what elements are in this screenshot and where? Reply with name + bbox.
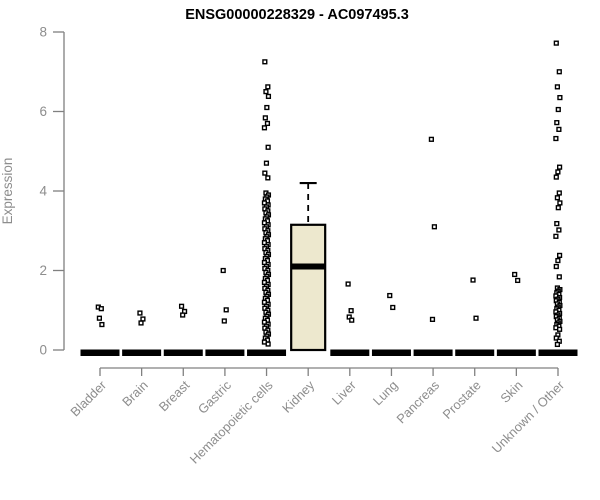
- data-point: [557, 200, 563, 206]
- x-tick-label: Skin: [497, 378, 525, 406]
- zero-expression-bar: [80, 349, 120, 356]
- data-point: [223, 307, 229, 313]
- data-point: [265, 84, 271, 90]
- data-point: [557, 94, 563, 101]
- data-point: [512, 271, 518, 278]
- data-point: [470, 277, 476, 283]
- data-point: [137, 310, 143, 316]
- x-tick-label: Gastric: [195, 377, 235, 417]
- y-axis-label: Expression: [0, 158, 15, 225]
- x-tick-label: Brain: [119, 378, 151, 410]
- data-point: [349, 317, 355, 323]
- data-point: [556, 190, 562, 196]
- data-point: [556, 274, 562, 280]
- x-tick-label: Unknown / Other: [489, 377, 568, 456]
- data-point: [515, 277, 521, 284]
- data-point: [556, 252, 563, 258]
- data-point: [265, 93, 272, 99]
- data-point: [554, 120, 560, 126]
- zero-expression-bar: [122, 349, 162, 356]
- data-point: [553, 174, 559, 180]
- data-point: [99, 321, 105, 328]
- data-point: [556, 227, 562, 233]
- data-point: [265, 175, 271, 181]
- zero-expression-bar: [413, 349, 453, 356]
- data-point: [265, 341, 271, 347]
- data-point: [264, 104, 270, 111]
- x-tick-label: Liver: [329, 377, 360, 408]
- zero-expression-bar: [205, 349, 245, 356]
- zero-expression-bar: [496, 349, 536, 356]
- data-point: [556, 69, 562, 75]
- data-point: [180, 312, 186, 318]
- data-point: [554, 220, 560, 227]
- data-point: [555, 106, 561, 113]
- data-point: [348, 308, 354, 314]
- x-tick-label: Prostate: [440, 378, 484, 422]
- y-tick-label: 4: [39, 184, 47, 199]
- data-point: [265, 144, 271, 150]
- data-point: [390, 304, 396, 311]
- data-point: [140, 316, 146, 322]
- data-point: [263, 89, 269, 95]
- x-tick-label: Breast: [156, 377, 193, 414]
- data-point: [221, 318, 227, 324]
- data-point: [556, 326, 563, 332]
- data-point: [428, 136, 434, 142]
- data-point: [553, 335, 559, 341]
- data-point: [220, 267, 226, 274]
- chart-title: ENSG00000228329 - AC097495.3: [185, 7, 409, 23]
- y-tick-label: 2: [39, 263, 47, 278]
- data-point: [555, 257, 561, 264]
- data-point: [555, 205, 561, 211]
- box: [290, 223, 327, 352]
- x-tick-label: Pancreas: [393, 378, 442, 427]
- x-tick-label: Kidney: [279, 377, 318, 416]
- data-point: [263, 160, 270, 166]
- zero-expression-bar: [371, 349, 411, 356]
- data-point: [387, 292, 393, 299]
- data-point: [554, 195, 560, 201]
- data-point: [473, 315, 479, 321]
- y-tick-label: 6: [39, 104, 47, 119]
- data-point: [98, 306, 104, 312]
- zero-expression-bar: [538, 349, 578, 356]
- data-point: [261, 125, 268, 131]
- data-point: [554, 341, 560, 348]
- y-tick-label: 0: [39, 343, 47, 358]
- data-point: [429, 316, 436, 322]
- y-tick-label: 8: [39, 25, 47, 40]
- zero-expression-bar: [330, 349, 370, 356]
- data-point: [138, 320, 144, 326]
- x-tick-label: Bladder: [67, 377, 109, 419]
- data-point: [431, 224, 437, 230]
- data-point: [262, 170, 268, 176]
- data-point: [553, 135, 559, 142]
- x-tick-label: Lung: [370, 378, 401, 409]
- data-point: [555, 169, 561, 175]
- data-point: [262, 59, 268, 65]
- data-point: [554, 84, 560, 90]
- zero-expression-bar: [455, 349, 495, 356]
- data-point: [556, 164, 563, 170]
- data-point: [264, 120, 271, 127]
- data-point: [556, 126, 562, 132]
- zero-expression-bar: [163, 349, 203, 356]
- data-point: [345, 281, 351, 287]
- zero-expression-bar: [247, 349, 287, 356]
- data-point: [553, 263, 559, 270]
- data-point: [178, 303, 185, 309]
- data-point: [553, 40, 559, 46]
- data-point: [553, 233, 559, 239]
- data-point: [96, 315, 102, 321]
- data-point: [262, 115, 268, 121]
